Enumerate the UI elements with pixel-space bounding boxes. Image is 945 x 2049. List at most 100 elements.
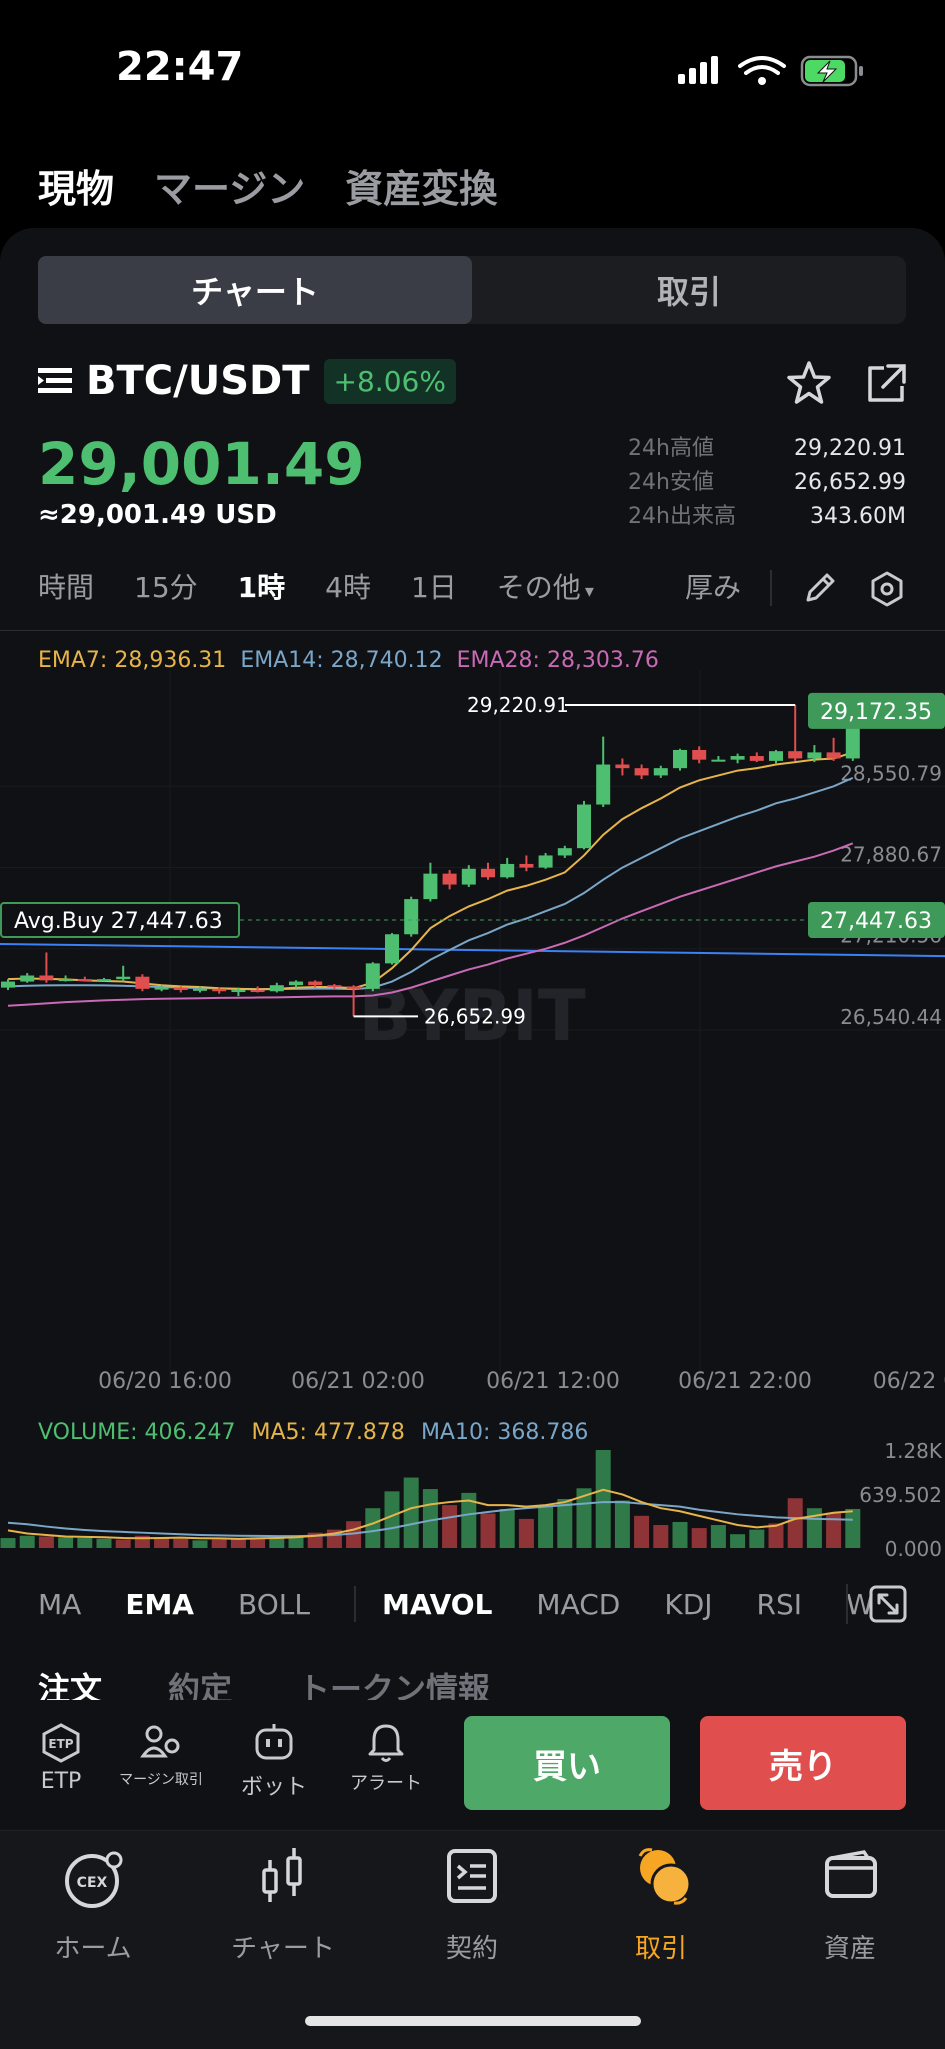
alert-action[interactable]: アラート — [340, 1722, 432, 1795]
divider — [770, 570, 772, 606]
tab-token-info[interactable]: トークン情報 — [298, 1670, 491, 1700]
etp-icon: ETP — [42, 1723, 80, 1763]
ema14-value: EMA14: 28,740.12 — [240, 648, 443, 673]
volume-bar — [480, 1513, 496, 1548]
menu-icon[interactable] — [38, 367, 72, 395]
buy-button[interactable]: 買い — [464, 1716, 670, 1810]
etp-action[interactable]: ETP ETP — [30, 1722, 92, 1794]
ma10-line — [7, 1501, 853, 1538]
settings-hex-icon[interactable] — [868, 570, 906, 608]
tf-4h[interactable]: 4時 — [325, 571, 371, 604]
ema7-value: EMA7: 28,936.31 — [38, 648, 227, 673]
ma10-value: MA10: 368.786 — [420, 1420, 589, 1445]
tf-1h[interactable]: 1時 — [237, 571, 286, 604]
ind-ma[interactable]: MA — [38, 1587, 82, 1621]
x-tick-label: 06/22 0 — [873, 1369, 945, 1390]
fullscreen-icon[interactable] — [868, 1584, 908, 1624]
candle-body — [481, 868, 495, 878]
candles-icon[interactable] — [258, 1846, 308, 1908]
stat-label: 24h高値 — [628, 436, 714, 461]
cex-home-icon[interactable]: CEX — [62, 1848, 128, 1910]
tab-orders[interactable]: 注文 — [38, 1670, 103, 1700]
nav-chart[interactable]: チャート — [231, 1934, 335, 1964]
ind-mavol[interactable]: MAVOL — [381, 1587, 493, 1621]
avg-buy-label: Avg.Buy 27,447.63 — [14, 909, 223, 934]
candle-body — [692, 749, 707, 760]
tab-fills[interactable]: 約定 — [168, 1670, 233, 1700]
segment-trade[interactable]: 取引 — [656, 273, 721, 311]
candle-body — [730, 756, 745, 760]
sell-button[interactable]: 売り — [700, 1716, 906, 1810]
draw-pen-icon[interactable] — [802, 570, 838, 606]
candle-body — [749, 756, 764, 761]
candle-body — [135, 976, 150, 989]
volume-bar — [499, 1508, 515, 1548]
candle-body — [58, 979, 73, 982]
candle-body — [807, 752, 822, 759]
volume-chart[interactable]: 1.28K 639.502 0.000 — [0, 1420, 945, 1560]
volume-bar — [691, 1528, 707, 1548]
margin-icon — [140, 1725, 180, 1758]
candle-body — [97, 979, 111, 982]
volume-bar — [192, 1540, 208, 1548]
tf-time[interactable]: 時間 — [38, 571, 95, 604]
tab-margin[interactable]: マージン — [154, 167, 306, 211]
volume-bar — [845, 1508, 861, 1548]
price-chart[interactable]: 28,550.7927,880.6727,210.5626,540.4406/2… — [0, 670, 945, 1390]
volume-bar — [634, 1515, 650, 1548]
tab-convert[interactable]: 資産変換 — [345, 167, 498, 211]
home-indicator — [305, 2016, 641, 2026]
depth-toggle[interactable]: 厚み — [685, 571, 742, 604]
x-tick-label: 06/21 22:00 — [678, 1369, 812, 1390]
ema-legend: EMA7: 28,936.31 EMA14: 28,740.12 EMA28: … — [38, 648, 659, 673]
candle-body — [461, 868, 476, 885]
tf-15m[interactable]: 15分 — [134, 571, 198, 604]
battery-icon — [800, 55, 863, 87]
share-icon[interactable] — [864, 362, 908, 406]
tf-more[interactable]: その他 ▾ — [497, 566, 594, 606]
volume-bar — [250, 1537, 266, 1548]
ind-ema[interactable]: EMA — [125, 1587, 194, 1621]
nav-contract[interactable]: 契約 — [445, 1934, 498, 1964]
nav-trade[interactable]: 取引 — [634, 1934, 687, 1964]
wallet-icon[interactable] — [824, 1850, 878, 1900]
bot-icon — [255, 1724, 293, 1760]
etp-label: ETP — [40, 1769, 82, 1794]
ind-kdj[interactable]: KDJ — [664, 1587, 713, 1621]
candle-body — [193, 988, 207, 991]
volume-tick-label: 639.502 — [859, 1483, 942, 1507]
timeframe-bar: 時間 15分 1時 4時 1日 その他 ▾ — [38, 566, 634, 606]
ind-w[interactable]: W — [846, 1587, 874, 1621]
last-price: 29,001.49 — [38, 430, 365, 498]
tab-spot[interactable]: 現物 — [38, 167, 115, 211]
pair-header[interactable]: BTC/USDT +8.06% — [38, 358, 456, 404]
bot-action[interactable]: ボット — [228, 1722, 320, 1801]
candle-body — [826, 752, 841, 759]
ind-macd[interactable]: MACD — [536, 1587, 621, 1621]
contract-icon[interactable] — [446, 1848, 498, 1904]
view-segment: チャート 取引 — [38, 256, 906, 324]
candle-body — [365, 963, 380, 989]
svg-text:ETP: ETP — [48, 1737, 73, 1751]
candle-body — [442, 873, 457, 885]
volume-bar — [461, 1492, 477, 1548]
margin-trade-action[interactable]: マージン取引 — [118, 1722, 204, 1789]
star-icon[interactable] — [786, 360, 832, 406]
bot-label: ボット — [240, 1775, 307, 1800]
nav-home[interactable]: ホーム — [54, 1934, 132, 1964]
candle-body — [557, 848, 572, 856]
x-tick-label: 06/21 12:00 — [486, 1369, 620, 1390]
24h-stats: 24h高値 29,220.91 24h安値 26,652.99 24h出来高 343.… — [628, 432, 906, 534]
x-tick-label: 06/20 16:00 — [98, 1369, 232, 1390]
candle-body — [116, 976, 131, 980]
candle-body — [404, 899, 419, 935]
ind-boll[interactable]: BOLL — [237, 1587, 310, 1621]
segment-chart[interactable]: チャート — [38, 256, 472, 324]
volume-tick-label: 0.000 — [885, 1537, 942, 1560]
tf-1d[interactable]: 1日 — [410, 571, 457, 604]
status-icons — [678, 55, 863, 87]
nav-assets[interactable]: 資産 — [823, 1934, 876, 1964]
ind-rsi[interactable]: RSI — [756, 1587, 803, 1621]
avg-buy-box — [0, 902, 240, 939]
trade-icon[interactable] — [634, 1846, 692, 1906]
